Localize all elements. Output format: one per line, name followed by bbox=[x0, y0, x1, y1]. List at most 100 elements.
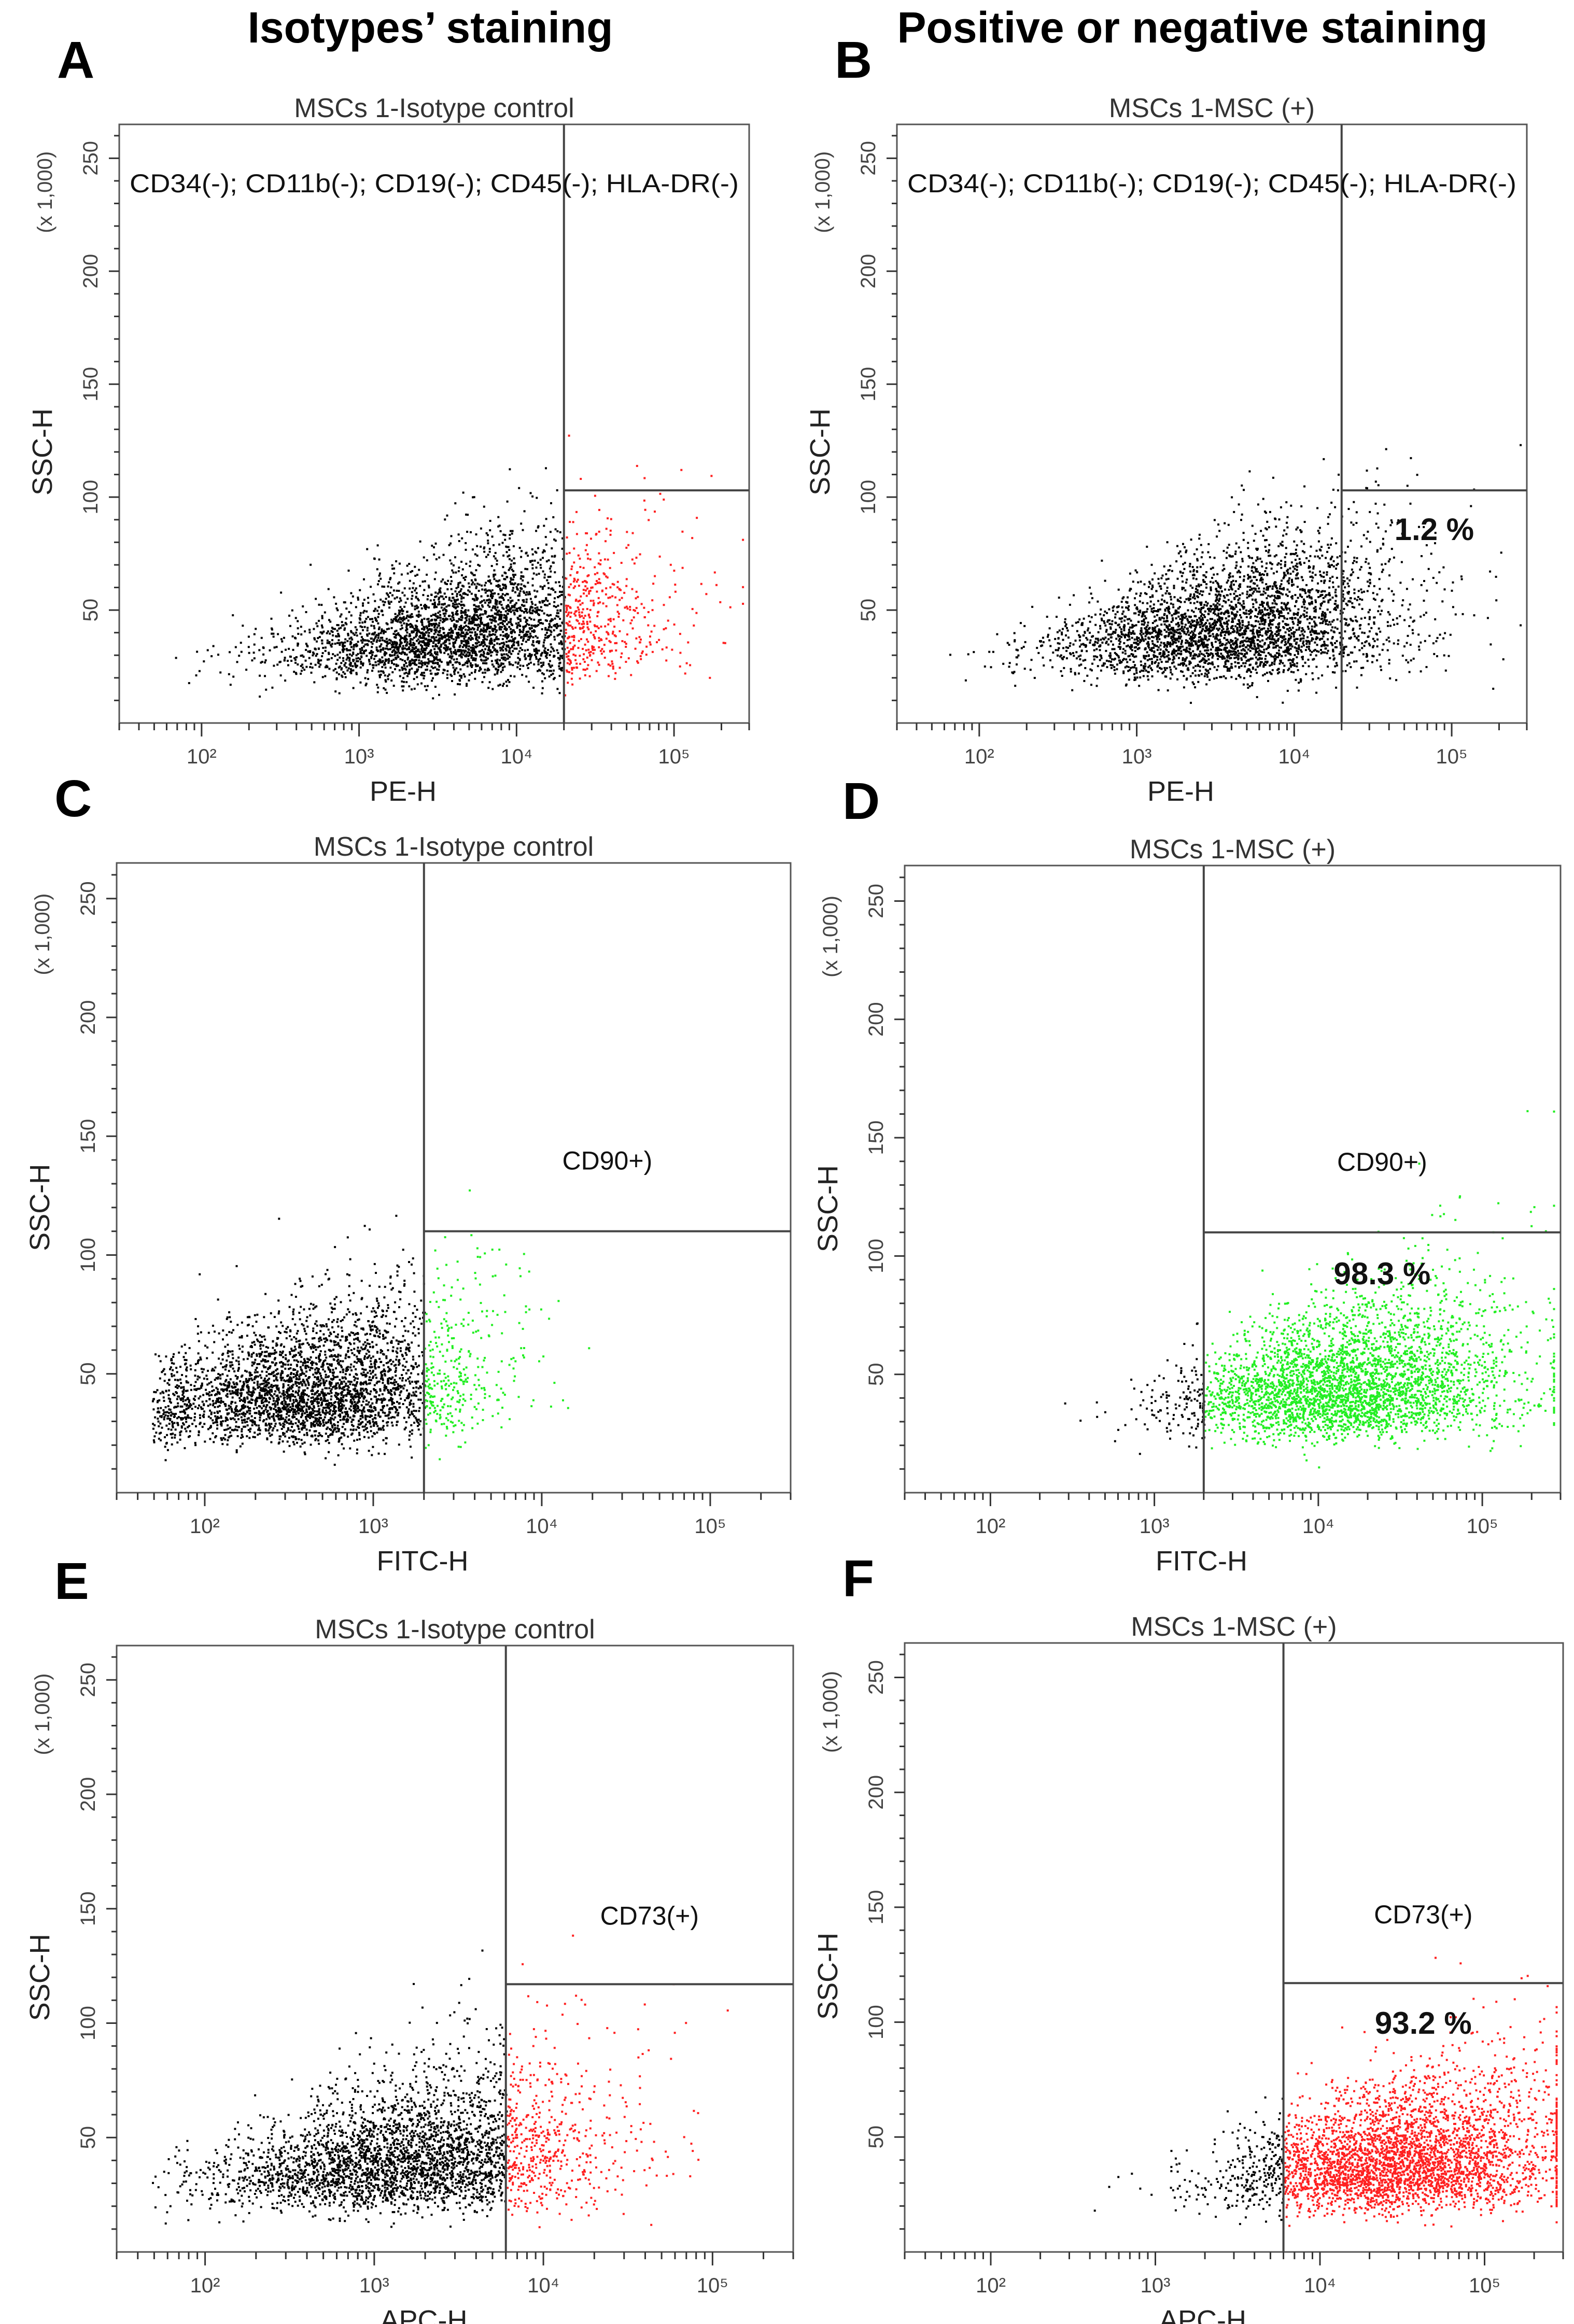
scatter-point bbox=[422, 594, 425, 597]
scatter-point bbox=[366, 633, 369, 636]
scatter-point bbox=[1280, 592, 1282, 594]
scatter-point bbox=[490, 638, 493, 641]
scatter-point bbox=[424, 663, 427, 665]
scatter-point bbox=[484, 601, 486, 604]
scatter-point bbox=[484, 610, 486, 612]
scatter-point bbox=[348, 611, 350, 613]
scatter-point bbox=[1172, 636, 1175, 639]
scatter-point bbox=[531, 630, 533, 632]
scatter-point bbox=[455, 624, 458, 627]
scatter-point bbox=[496, 629, 498, 632]
scatter-point bbox=[624, 641, 626, 643]
scatter-point bbox=[511, 646, 513, 648]
scatter-point bbox=[1234, 552, 1236, 555]
scatter-point bbox=[283, 636, 285, 639]
scatter-point bbox=[1173, 587, 1175, 589]
scatter-point bbox=[1181, 622, 1184, 625]
scatter-point bbox=[1417, 633, 1420, 636]
scatter-point bbox=[465, 655, 467, 658]
scatter-point bbox=[390, 627, 393, 629]
scatter-point bbox=[380, 577, 382, 580]
scatter-point bbox=[405, 634, 408, 637]
scatter-point bbox=[463, 610, 466, 613]
scatter-point bbox=[1126, 661, 1129, 663]
scatter-point bbox=[557, 604, 559, 607]
scatter-point bbox=[585, 532, 587, 534]
scatter-point bbox=[599, 649, 602, 652]
scatter-point bbox=[1249, 586, 1252, 588]
scatter-point bbox=[292, 648, 294, 651]
scatter-point bbox=[627, 657, 630, 660]
scatter-point bbox=[344, 621, 347, 624]
scatter-point bbox=[368, 659, 370, 661]
scatter-point bbox=[493, 649, 496, 651]
scatter-point bbox=[413, 650, 416, 653]
scatter-point bbox=[639, 641, 641, 644]
scatter-point bbox=[525, 593, 527, 596]
scatter-point bbox=[335, 671, 338, 674]
scatter-point bbox=[1112, 664, 1114, 667]
scatter-point bbox=[328, 651, 330, 654]
scatter-point bbox=[468, 679, 470, 682]
scatter-point bbox=[522, 631, 524, 633]
scatter-point bbox=[320, 624, 323, 627]
scatter-point bbox=[1377, 484, 1380, 487]
scatter-point bbox=[376, 568, 378, 571]
scatter-point bbox=[390, 644, 393, 646]
scatter-point bbox=[472, 648, 474, 650]
scatter-point bbox=[1185, 582, 1188, 584]
scatter-point bbox=[505, 629, 508, 631]
scatter-point bbox=[360, 662, 362, 665]
scatter-point bbox=[316, 640, 318, 643]
x-axis-label: PE-H bbox=[370, 776, 437, 807]
scatter-point bbox=[1179, 646, 1182, 648]
scatter-point bbox=[535, 530, 538, 532]
scatter-point bbox=[447, 653, 449, 656]
scatter-point bbox=[1258, 587, 1260, 590]
scatter-point bbox=[596, 580, 598, 582]
scatter-point bbox=[462, 673, 465, 675]
scatter-point bbox=[470, 639, 472, 641]
scatter-point bbox=[1193, 553, 1196, 556]
scatter-point bbox=[1101, 641, 1104, 644]
scatter-point bbox=[636, 660, 639, 662]
scatter-point bbox=[435, 653, 438, 656]
scatter-point bbox=[536, 625, 538, 627]
scatter-point bbox=[1193, 620, 1196, 622]
scatter-point bbox=[1151, 622, 1154, 624]
scatter-point bbox=[440, 643, 443, 646]
scatter-point bbox=[1303, 562, 1305, 564]
scatter-point bbox=[445, 610, 447, 613]
scatter-point bbox=[460, 626, 462, 629]
scatter-point bbox=[1374, 599, 1376, 601]
scatter-point bbox=[570, 661, 572, 664]
scatter-point bbox=[1366, 590, 1369, 592]
scatter-point bbox=[417, 665, 420, 668]
scatter-point bbox=[522, 605, 525, 607]
scatter-point bbox=[229, 684, 232, 686]
scatter-point bbox=[425, 644, 427, 647]
scatter-point bbox=[1216, 637, 1218, 640]
scatter-point bbox=[352, 660, 355, 662]
scatter-point bbox=[500, 647, 503, 650]
scatter-point bbox=[498, 601, 501, 603]
scatter-point bbox=[419, 644, 422, 646]
scatter-point bbox=[253, 643, 256, 646]
scatter-point bbox=[547, 576, 550, 578]
scatter-point bbox=[528, 616, 531, 619]
scatter-point bbox=[556, 649, 558, 651]
scatter-point bbox=[602, 650, 605, 653]
scatter-point bbox=[315, 622, 318, 625]
scatter-point bbox=[1261, 601, 1264, 604]
scatter-point bbox=[509, 647, 511, 649]
scatter-point bbox=[452, 564, 455, 566]
scatter-point bbox=[498, 602, 501, 605]
scatter-point bbox=[412, 631, 415, 633]
scatter-point bbox=[175, 657, 177, 659]
scatter-point bbox=[1252, 603, 1255, 605]
scatter-point bbox=[541, 672, 544, 674]
scatter-point bbox=[496, 660, 498, 662]
scatter-point bbox=[437, 647, 440, 650]
scatter-point bbox=[1170, 596, 1172, 598]
scatter-point bbox=[645, 645, 648, 648]
